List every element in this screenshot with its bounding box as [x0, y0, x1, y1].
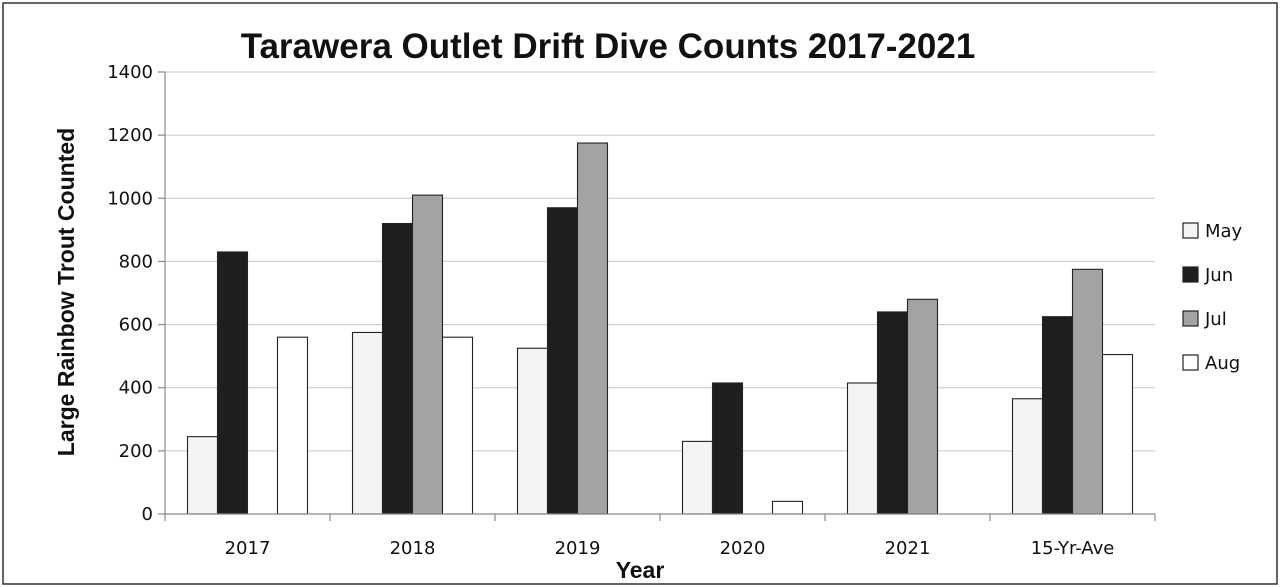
x-tick-label: 2017 [225, 538, 271, 559]
bars [186, 142, 1134, 515]
y-tick-label: 1000 [107, 188, 153, 209]
bar-jun-2021 [876, 311, 909, 515]
bar-may-15-yr-ave [1011, 398, 1044, 515]
bar-may-2021 [846, 382, 879, 515]
legend-label-aug: Aug [1205, 353, 1240, 374]
bar-may-2017 [186, 436, 219, 515]
y-tick-label: 1400 [107, 62, 153, 83]
bar-jul-2018 [411, 194, 444, 515]
bar-jul-15-yr-ave [1071, 268, 1104, 515]
x-tick-label: 2018 [390, 538, 436, 559]
bar-aug-2018 [441, 336, 474, 515]
legend-label-may: May [1205, 221, 1243, 242]
legend-swatch-aug [1182, 354, 1199, 371]
y-tick-label: 600 [119, 315, 153, 336]
y-tick-label: 1200 [107, 125, 153, 146]
axes [164, 72, 1156, 521]
x-tick-label: 15-Yr-Ave [1031, 538, 1115, 559]
bar-jun-2020 [711, 382, 744, 515]
y-tick-label: 800 [119, 251, 153, 272]
bar-jun-15-yr-ave [1041, 316, 1074, 515]
x-tick-labels: 2017 2018 2019 2020 2021 15-Yr-Ave [225, 538, 1115, 559]
y-axis-title: Large Rainbow Trout Counted [53, 128, 79, 456]
bar-may-2020 [681, 440, 714, 515]
bar-jun-2017 [216, 251, 249, 515]
y-tick-labels: 0 200 400 600 800 1000 1200 1400 [107, 62, 165, 525]
legend-label-jun: Jun [1204, 265, 1233, 286]
gridlines [165, 71, 1155, 452]
chart-title: Tarawera Outlet Drift Dive Counts 2017-2… [241, 27, 976, 66]
bar-jul-2021 [906, 298, 939, 515]
bar-jul-2019 [576, 142, 609, 515]
legend-swatch-jul [1182, 310, 1199, 327]
bar-jun-2018 [381, 222, 414, 515]
y-tick-label: 0 [142, 504, 153, 525]
legend-swatch-may [1182, 222, 1199, 239]
bar-jun-2019 [546, 207, 579, 515]
bar-aug-2017 [276, 336, 309, 515]
x-tick-label: 2019 [555, 538, 601, 559]
bar-may-2018 [351, 331, 384, 515]
bar-may-2019 [516, 347, 549, 515]
y-tick-label: 200 [119, 441, 153, 462]
bar-aug-2020 [771, 500, 804, 515]
x-axis-title: Year [616, 557, 665, 583]
bar-aug-15-yr-ave [1101, 354, 1134, 515]
x-tick-label: 2021 [885, 538, 931, 559]
legend-label-jul: Jul [1204, 309, 1227, 330]
y-tick-label: 400 [119, 378, 153, 399]
legend: May Jun Jul Aug [1182, 221, 1243, 374]
x-tick-label: 2020 [720, 538, 766, 559]
legend-swatch-jun [1182, 266, 1199, 283]
